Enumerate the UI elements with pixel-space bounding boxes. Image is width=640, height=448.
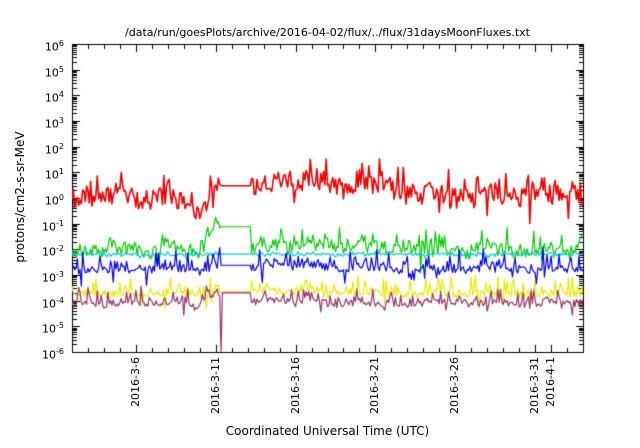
- x-tick-label: 2016-3-6: [128, 357, 142, 407]
- x-tick-label: 2016-3-21: [368, 357, 382, 414]
- x-tick-label: 2016-3-16: [288, 357, 302, 414]
- x-tick-label: 2016-3-26: [448, 357, 462, 414]
- y-tick-label: 104: [44, 90, 64, 105]
- x-axis-title: Coordinated Universal Time (UTC): [225, 424, 430, 438]
- y-tick-label: 101: [44, 167, 64, 182]
- x-tick-label: 2016-3-31: [528, 357, 542, 414]
- y-tick-label: 10-5: [42, 321, 64, 336]
- y-tick-label: 10-4: [42, 295, 64, 311]
- y-tick-label: 106: [44, 39, 64, 54]
- y-tick-label: 100: [44, 193, 64, 208]
- chart-title: /data/run/goesPlots/archive/2016-04-02/f…: [125, 26, 530, 39]
- y-tick-label: 103: [44, 116, 64, 131]
- y-tick-label: 102: [44, 141, 64, 157]
- y-tick-label: 10-1: [42, 218, 64, 234]
- y-tick-label: 10-3: [42, 270, 64, 285]
- y-tick-label: 105: [44, 64, 64, 80]
- y-tick-label: 10-2: [42, 244, 64, 259]
- x-tick-label: 2016-4-1: [544, 357, 558, 407]
- y-tick-label: 10-6: [42, 347, 64, 362]
- x-tick-label: 2016-3-11: [208, 357, 222, 414]
